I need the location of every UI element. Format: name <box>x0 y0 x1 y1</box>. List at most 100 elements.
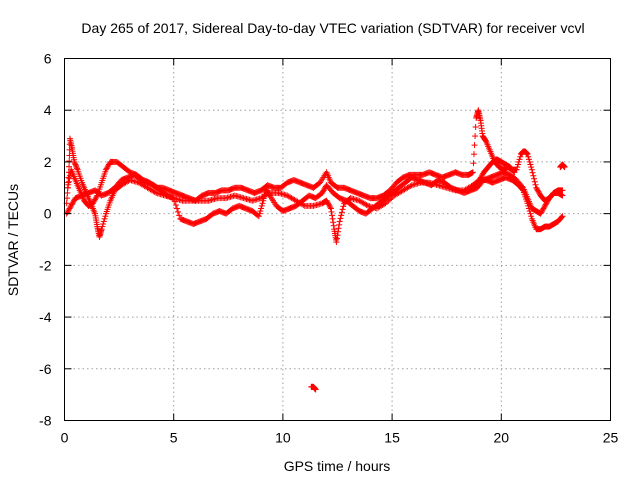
data-point-marker <box>64 209 71 216</box>
data-point-marker <box>541 202 548 209</box>
data-point-marker <box>258 205 265 212</box>
y-tick-label: 0 <box>44 206 52 222</box>
data-point-marker <box>527 210 534 217</box>
data-point-marker <box>531 178 538 185</box>
y-tick-labels: -8 -6 -4 -2 0 2 4 6 <box>39 51 52 429</box>
data-point-marker <box>328 208 335 215</box>
x-tick-label: 25 <box>603 430 619 446</box>
data-point-marker <box>327 205 334 212</box>
data-point-marker <box>105 162 112 169</box>
data-point-marker <box>66 175 73 182</box>
data-point-marker <box>338 209 345 216</box>
data-point-marker <box>170 195 177 202</box>
data-point-marker <box>531 175 538 182</box>
x-tick-label: 20 <box>494 430 510 446</box>
data-point-marker <box>469 169 476 176</box>
data-point-marker <box>256 210 263 217</box>
data-point-marker <box>74 165 81 172</box>
data-point-marker <box>68 202 75 209</box>
data-point-marker <box>479 171 486 178</box>
data-point-marker <box>363 202 370 209</box>
data-point-marker <box>538 209 545 216</box>
data-point-marker <box>72 162 79 169</box>
data-point-marker <box>474 180 481 187</box>
data-point-marker <box>325 200 332 207</box>
data-point-marker <box>104 164 111 171</box>
chart-title: Day 265 of 2017, Sidereal Day-to-day VTE… <box>81 20 584 36</box>
y-tick-label: -4 <box>39 309 52 325</box>
data-point-marker <box>326 202 333 209</box>
data-point-marker <box>514 164 521 171</box>
data-point-marker <box>320 187 327 194</box>
data-point-marker <box>263 187 270 194</box>
data-point-marker <box>559 187 566 194</box>
data-point-marker <box>72 161 79 168</box>
data-point-marker <box>329 215 336 222</box>
data-point-marker <box>92 195 99 202</box>
data-point-marker <box>532 181 539 188</box>
data-point-marker <box>99 223 106 230</box>
data-point-marker <box>473 182 480 189</box>
data-point-marker <box>258 202 265 209</box>
data-points <box>63 107 568 393</box>
data-point-marker <box>385 197 392 204</box>
data-point-marker <box>529 169 536 176</box>
data-point-marker <box>66 163 73 170</box>
data-point-marker <box>337 215 344 222</box>
y-tick-label: -6 <box>39 361 52 377</box>
data-point-marker <box>321 186 328 193</box>
data-point-marker <box>475 178 482 185</box>
data-point-marker <box>559 213 566 220</box>
data-point-marker <box>542 201 549 208</box>
data-point-marker <box>175 208 182 215</box>
data-point-marker <box>266 191 273 198</box>
data-point-marker <box>176 212 183 219</box>
data-point-marker <box>515 161 522 168</box>
data-point-marker <box>519 183 526 190</box>
data-point-marker <box>98 226 105 233</box>
data-point-marker <box>65 178 72 185</box>
data-point-marker <box>535 188 542 195</box>
data-point-marker <box>558 214 565 221</box>
data-point-marker <box>471 151 477 158</box>
data-point-marker <box>534 187 541 194</box>
data-point-marker <box>70 199 77 206</box>
data-point-marker <box>530 172 537 179</box>
data-point-marker <box>470 160 477 167</box>
data-point-marker <box>255 213 262 220</box>
data-point-marker <box>516 156 523 163</box>
data-point-marker <box>559 192 566 199</box>
data-point-marker <box>65 206 72 213</box>
y-tick-label: -8 <box>39 413 52 429</box>
data-point-marker <box>173 205 180 212</box>
data-point-marker <box>64 184 71 191</box>
data-point-marker <box>68 201 75 208</box>
x-axis-label: GPS time / hours <box>284 458 391 474</box>
data-point-marker <box>537 210 544 217</box>
data-point-marker <box>528 164 535 171</box>
data-point-marker <box>511 169 518 176</box>
data-point-marker <box>151 189 158 196</box>
data-point-marker <box>257 208 264 215</box>
data-point-marker <box>544 199 551 206</box>
data-point-marker <box>65 181 72 188</box>
data-point-marker <box>527 161 534 168</box>
data-point-marker <box>103 165 110 172</box>
data-point-marker <box>340 203 347 210</box>
data-point-marker <box>69 200 76 207</box>
x-tick-label: 0 <box>61 430 69 446</box>
data-point-marker <box>100 218 107 225</box>
data-point-marker <box>92 196 99 203</box>
x-tick-label: 10 <box>275 430 291 446</box>
data-point-marker <box>102 213 109 220</box>
data-point-marker <box>64 195 71 202</box>
data-point-marker <box>561 164 568 171</box>
data-point-marker <box>536 189 543 196</box>
data-point-marker <box>330 219 337 226</box>
data-point-marker <box>478 173 485 180</box>
data-point-marker <box>73 164 80 171</box>
data-point-marker <box>335 228 342 235</box>
data-point-marker <box>323 197 330 204</box>
data-point-marker <box>66 205 73 212</box>
